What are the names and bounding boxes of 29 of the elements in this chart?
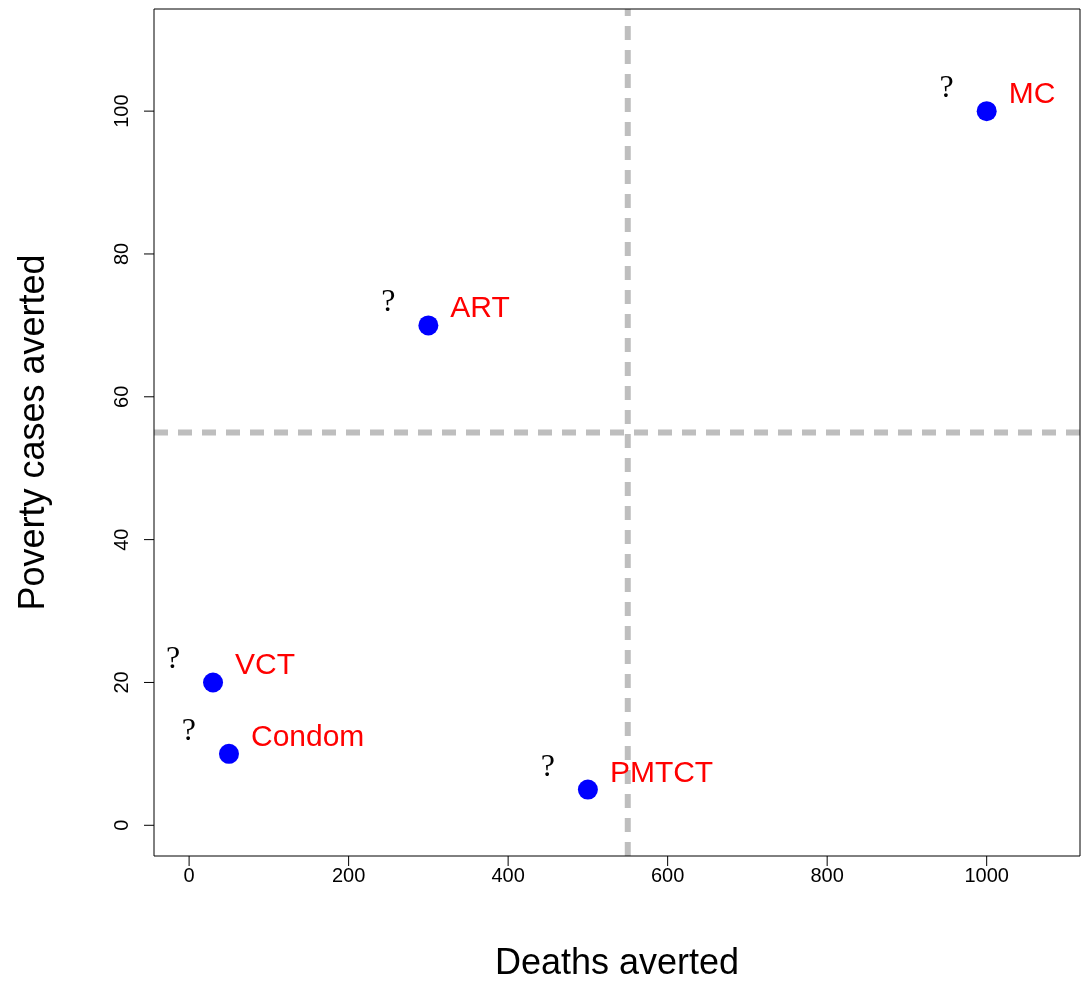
point [203, 672, 224, 693]
y-tick-label: 60 [110, 385, 132, 408]
x-tick-label: 200 [331, 864, 366, 887]
y-tick-label: 40 [110, 528, 132, 551]
point [577, 779, 598, 800]
y-axis-title: Poverty cases averted [11, 254, 52, 611]
x-tick-label: 400 [491, 864, 525, 887]
annotation: ? [165, 639, 181, 676]
series-label: Condom [250, 718, 365, 752]
x-tick-label: 0 [183, 864, 195, 887]
x-tick-label: 600 [650, 864, 685, 887]
y-tick-label: 100 [110, 94, 132, 128]
y-tick-label: 80 [110, 242, 132, 266]
x-axis-title: Deaths averted [494, 941, 740, 982]
x-tick-label: 800 [810, 864, 844, 887]
annotation: ? [939, 68, 954, 105]
series-label: VCT [235, 647, 296, 681]
series-label: MC [1008, 76, 1056, 110]
point [976, 101, 997, 122]
annotation: ? [381, 282, 396, 319]
y-tick-label: 20 [110, 671, 132, 694]
annotation: ? [181, 710, 197, 747]
series-label: PMTCT [609, 754, 714, 788]
series-label: ART [450, 290, 510, 324]
point [418, 315, 439, 336]
y-tick-label: 0 [110, 819, 132, 831]
x-tick-label: 1000 [964, 864, 1009, 887]
point [218, 743, 239, 764]
annotation: ? [540, 746, 555, 783]
